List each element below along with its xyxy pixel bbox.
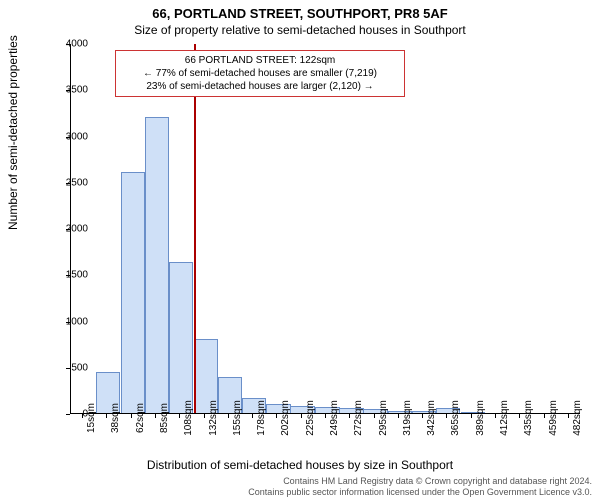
x-tick-mark xyxy=(374,414,375,418)
chart-title-main: 66, PORTLAND STREET, SOUTHPORT, PR8 5AF xyxy=(0,0,600,21)
y-tick-label: 2500 xyxy=(38,177,88,188)
footer-attribution: Contains HM Land Registry data © Crown c… xyxy=(0,476,592,498)
x-tick-label: 85sqm xyxy=(159,403,170,433)
x-tick-label: 342sqm xyxy=(426,400,437,436)
x-tick-label: 389sqm xyxy=(475,400,486,436)
x-tick-label: 272sqm xyxy=(353,400,364,436)
reference-line xyxy=(194,44,196,413)
y-tick-mark xyxy=(66,137,70,138)
x-tick-label: 132sqm xyxy=(208,400,219,436)
x-tick-mark xyxy=(301,414,302,418)
x-tick-label: 365sqm xyxy=(450,400,461,436)
x-tick-label: 178sqm xyxy=(256,400,267,436)
y-axis-label: Number of semi-detached properties xyxy=(6,35,20,230)
x-tick-mark xyxy=(276,414,277,418)
x-tick-mark xyxy=(446,414,447,418)
footer-line2: Contains public sector information licen… xyxy=(0,487,592,498)
x-tick-mark xyxy=(131,414,132,418)
x-tick-label: 225sqm xyxy=(305,400,316,436)
chart-container: 66, PORTLAND STREET, SOUTHPORT, PR8 5AF … xyxy=(0,0,600,500)
x-tick-label: 319sqm xyxy=(402,400,413,436)
y-tick-mark xyxy=(66,368,70,369)
annotation-box: 66 PORTLAND STREET: 122sqm← 77% of semi-… xyxy=(115,50,405,97)
x-tick-label: 435sqm xyxy=(523,400,534,436)
x-tick-mark xyxy=(471,414,472,418)
x-tick-mark xyxy=(179,414,180,418)
annotation-line: 66 PORTLAND STREET: 122sqm xyxy=(122,54,398,67)
y-tick-label: 3500 xyxy=(38,85,88,96)
annotation-line: 23% of semi-detached houses are larger (… xyxy=(122,80,398,93)
x-axis-label: Distribution of semi-detached houses by … xyxy=(0,458,600,472)
x-tick-mark xyxy=(568,414,569,418)
x-tick-mark xyxy=(349,414,350,418)
x-tick-label: 62sqm xyxy=(135,403,146,433)
x-tick-label: 38sqm xyxy=(110,403,121,433)
footer-line1: Contains HM Land Registry data © Crown c… xyxy=(0,476,592,487)
x-tick-mark xyxy=(155,414,156,418)
y-tick-mark xyxy=(66,322,70,323)
y-tick-mark xyxy=(66,275,70,276)
histogram-bar xyxy=(169,262,193,413)
y-tick-label: 4000 xyxy=(38,39,88,50)
y-tick-mark xyxy=(66,183,70,184)
y-tick-mark xyxy=(66,229,70,230)
x-tick-mark xyxy=(252,414,253,418)
x-tick-label: 249sqm xyxy=(329,400,340,436)
plot-area: 66 PORTLAND STREET: 122sqm← 77% of semi-… xyxy=(70,44,580,414)
y-tick-mark xyxy=(66,90,70,91)
x-tick-label: 482sqm xyxy=(572,400,583,436)
x-tick-label: 155sqm xyxy=(232,400,243,436)
x-tick-mark xyxy=(106,414,107,418)
y-tick-label: 3000 xyxy=(38,131,88,142)
y-tick-label: 0 xyxy=(38,409,88,420)
x-tick-label: 295sqm xyxy=(378,400,389,436)
x-tick-label: 202sqm xyxy=(280,400,291,436)
x-tick-label: 15sqm xyxy=(86,403,97,433)
y-tick-label: 1000 xyxy=(38,316,88,327)
x-tick-mark xyxy=(544,414,545,418)
y-tick-label: 500 xyxy=(38,362,88,373)
y-tick-label: 1500 xyxy=(38,270,88,281)
chart-title-sub: Size of property relative to semi-detach… xyxy=(0,21,600,37)
x-tick-mark xyxy=(204,414,205,418)
x-tick-mark xyxy=(519,414,520,418)
x-tick-mark xyxy=(495,414,496,418)
x-tick-mark xyxy=(325,414,326,418)
y-tick-label: 2000 xyxy=(38,224,88,235)
histogram-bar xyxy=(145,117,169,413)
x-tick-label: 459sqm xyxy=(548,400,559,436)
x-tick-mark xyxy=(82,414,83,418)
x-tick-mark xyxy=(398,414,399,418)
y-tick-mark xyxy=(66,44,70,45)
annotation-line: ← 77% of semi-detached houses are smalle… xyxy=(122,67,398,80)
x-tick-mark xyxy=(422,414,423,418)
x-tick-mark xyxy=(228,414,229,418)
y-tick-mark xyxy=(66,414,70,415)
histogram-bar xyxy=(121,172,145,413)
x-tick-label: 108sqm xyxy=(183,400,194,436)
x-tick-label: 412sqm xyxy=(499,400,510,436)
